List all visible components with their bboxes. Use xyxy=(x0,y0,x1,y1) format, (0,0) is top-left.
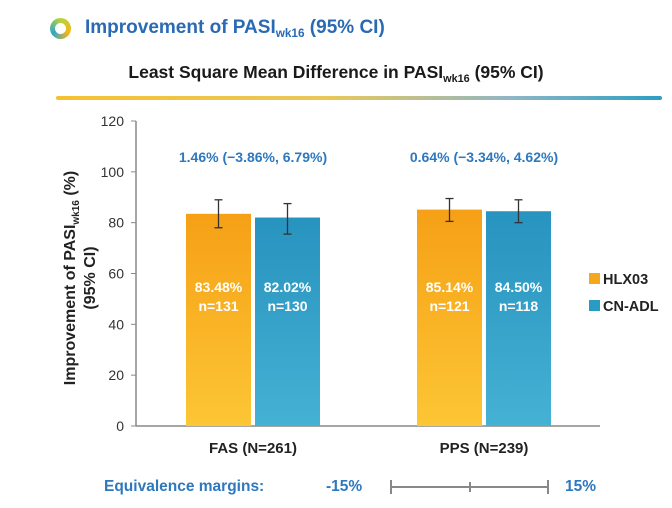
bar-n-label: n=121 xyxy=(429,298,469,314)
x-category-label: FAS (N=261) xyxy=(209,440,297,457)
bar-value-label: 83.48% xyxy=(195,279,243,295)
equivalence-margins-label: Equivalence margins: xyxy=(104,478,265,495)
section-title: Improvement of PASIwk16 (95% CI) xyxy=(85,17,385,41)
legend-swatch xyxy=(589,273,600,284)
bar xyxy=(186,213,251,426)
y-tick-label: 80 xyxy=(108,215,124,231)
y-tick-label: 40 xyxy=(108,316,124,332)
y-tick-label: 60 xyxy=(108,266,124,282)
bar xyxy=(255,217,320,426)
margin-low-label: -15% xyxy=(326,478,363,495)
y-axis-label: Improvement of PASIwk16 (%) xyxy=(62,171,82,385)
bar-value-label: 85.14% xyxy=(426,279,474,295)
y-tick-label: 0 xyxy=(116,418,124,434)
y-axis-label-line2: (95% CI) xyxy=(82,246,99,309)
bar xyxy=(417,209,482,426)
chart-title: Least Square Mean Difference in PASIwk16… xyxy=(128,62,544,85)
difference-ci-label: 1.46% (−3.86%, 6.79%) xyxy=(179,149,327,165)
legend-swatch xyxy=(589,300,600,311)
difference-ci-label: 0.64% (−3.34%, 4.62%) xyxy=(410,149,558,165)
bar xyxy=(486,211,551,426)
title-underline xyxy=(56,96,662,100)
y-tick-label: 20 xyxy=(108,367,124,383)
x-category-label: PPS (N=239) xyxy=(440,440,529,457)
section-header: Improvement of PASIwk16 (95% CI) xyxy=(50,17,385,40)
legend-label: HLX03 xyxy=(603,272,648,288)
ring-bullet-icon xyxy=(50,18,71,40)
bar-value-label: 82.02% xyxy=(264,279,312,295)
bar-value-label: 84.50% xyxy=(495,279,543,295)
bar-n-label: n=131 xyxy=(198,298,238,314)
bar-n-label: n=130 xyxy=(267,298,307,314)
y-tick-label: 100 xyxy=(101,164,125,180)
y-tick-label: 120 xyxy=(101,113,125,129)
margin-high-label: 15% xyxy=(565,478,597,495)
legend-label: CN-ADL xyxy=(603,299,659,315)
bar-n-label: n=118 xyxy=(499,298,539,314)
